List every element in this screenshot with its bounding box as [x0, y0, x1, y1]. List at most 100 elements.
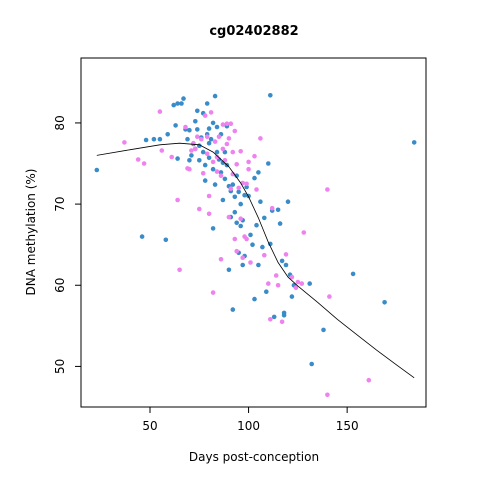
- data-point: [258, 136, 263, 141]
- data-point: [94, 167, 100, 173]
- data-point: [185, 136, 190, 142]
- data-point: [289, 274, 295, 280]
- data-point: [325, 187, 330, 192]
- data-point: [193, 119, 198, 124]
- x-tick-label: 150: [336, 419, 359, 433]
- data-point: [187, 127, 192, 133]
- data-point: [197, 158, 202, 163]
- data-point: [226, 267, 232, 273]
- data-point: [240, 262, 245, 268]
- data-point: [175, 156, 180, 161]
- data-point: [157, 136, 163, 142]
- data-point: [189, 153, 194, 158]
- data-point: [208, 110, 214, 115]
- data-point: [230, 307, 236, 312]
- data-point: [216, 134, 222, 139]
- data-point: [236, 189, 241, 195]
- data-point: [256, 262, 261, 268]
- data-point: [173, 123, 178, 128]
- data-point: [264, 289, 269, 295]
- data-point: [307, 281, 313, 286]
- data-point: [214, 124, 220, 130]
- data-point: [234, 248, 239, 254]
- data-point: [293, 285, 299, 291]
- data-point: [232, 128, 238, 134]
- data-point: [299, 281, 305, 286]
- data-point: [199, 136, 204, 142]
- data-point: [230, 149, 236, 155]
- data-point: [226, 136, 232, 141]
- y-axis: 50 60 70 80: [53, 115, 82, 374]
- data-point: [206, 126, 212, 131]
- data-point: [268, 241, 273, 247]
- data-point: [181, 96, 186, 101]
- data-point: [234, 162, 239, 167]
- data-point: [246, 159, 251, 165]
- data-point: [269, 205, 275, 211]
- data-point: [206, 155, 212, 161]
- data-point: [163, 237, 169, 243]
- data-point: [210, 166, 216, 172]
- data-point: [327, 294, 332, 299]
- data-point: [366, 377, 372, 383]
- data-point: [273, 273, 279, 278]
- data-point: [244, 181, 249, 187]
- data-point: [350, 271, 356, 277]
- plot-area: [94, 93, 417, 398]
- data-point: [195, 127, 200, 132]
- data-point: [228, 121, 234, 126]
- data-point: [206, 140, 212, 146]
- data-point: [218, 173, 224, 178]
- data-point: [208, 136, 214, 142]
- data-point: [266, 281, 271, 286]
- data-point: [238, 216, 243, 221]
- data-point: [220, 146, 226, 152]
- data-point: [283, 252, 289, 257]
- data-point: [143, 137, 149, 143]
- data-point: [214, 154, 220, 160]
- data-point: [210, 120, 216, 126]
- data-point: [246, 166, 251, 172]
- data-point: [159, 148, 165, 153]
- data-point: [238, 149, 243, 154]
- x-axis: 50 100 150: [142, 406, 359, 433]
- data-point: [202, 162, 208, 168]
- data-point: [248, 232, 253, 238]
- data-point: [262, 215, 267, 221]
- data-point: [262, 252, 267, 258]
- data-point: [189, 148, 194, 153]
- data-point: [279, 258, 285, 264]
- data-point: [122, 140, 127, 145]
- data-point: [206, 193, 212, 199]
- data-point: [325, 392, 330, 398]
- chart-title: cg02402882: [209, 24, 298, 39]
- data-point: [202, 178, 208, 183]
- data-point: [187, 158, 192, 163]
- data-point: [252, 175, 257, 181]
- trend-line: [96, 142, 415, 379]
- data-point: [220, 197, 226, 203]
- data-point: [258, 199, 263, 204]
- data-point: [228, 186, 234, 191]
- data-point: [224, 121, 230, 126]
- data-point: [236, 185, 241, 191]
- data-point: [204, 134, 210, 139]
- data-point: [151, 136, 157, 142]
- data-point: [210, 290, 216, 295]
- data-point: [210, 226, 216, 231]
- data-point: [309, 361, 315, 367]
- data-point: [238, 201, 243, 207]
- data-point: [169, 154, 174, 160]
- data-point: [275, 207, 281, 213]
- data-point: [183, 124, 188, 130]
- data-point: [175, 197, 180, 203]
- data-point: [281, 313, 287, 318]
- data-point: [321, 327, 326, 333]
- data-point: [234, 173, 239, 178]
- data-point: [135, 157, 141, 162]
- data-point: [268, 317, 273, 322]
- data-point: [139, 234, 145, 239]
- data-point: [218, 257, 224, 262]
- data-point: [248, 260, 253, 265]
- data-point: [214, 169, 220, 174]
